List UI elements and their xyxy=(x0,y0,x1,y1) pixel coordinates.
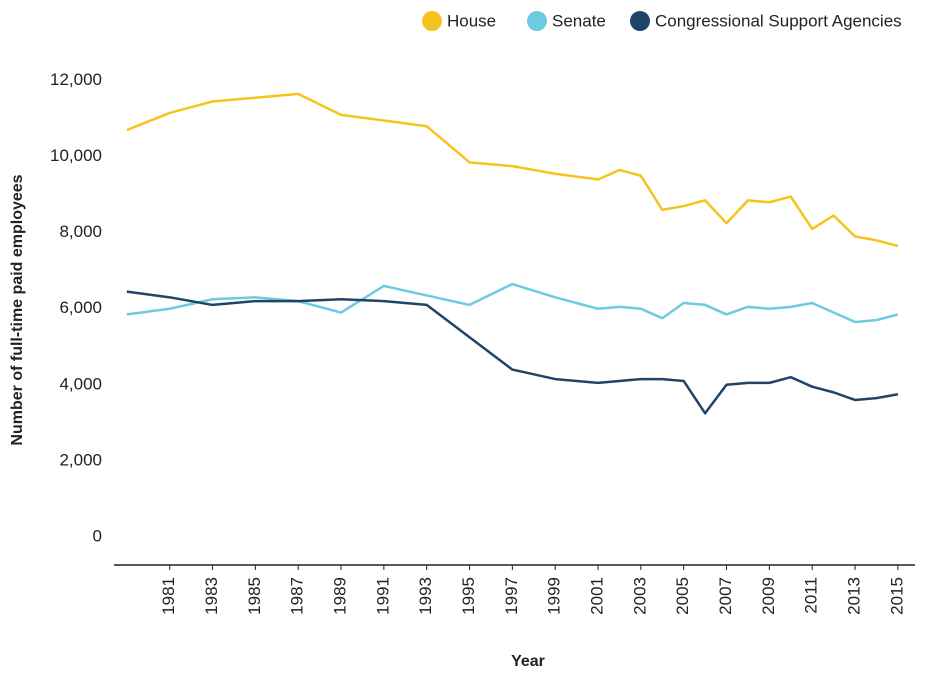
series-line xyxy=(126,282,899,324)
y-tick-label: 8,000 xyxy=(59,222,102,241)
x-tick-label: 1987 xyxy=(288,577,307,615)
x-tick-label: 1983 xyxy=(202,577,221,615)
x-tick-label: 1981 xyxy=(159,577,178,615)
x-tick-label: 2011 xyxy=(802,577,821,614)
x-tick-label: 1989 xyxy=(331,577,350,615)
x-tick-label: 2005 xyxy=(673,577,692,615)
legend-label: House xyxy=(447,11,496,30)
y-tick-label: 6,000 xyxy=(59,298,102,317)
y-tick-label: 12,000 xyxy=(50,70,102,89)
x-tick-label: 2001 xyxy=(588,577,607,615)
x-tick-label: 1995 xyxy=(459,577,478,615)
x-tick-label: 2009 xyxy=(759,577,778,615)
x-tick-label: 1999 xyxy=(545,577,564,615)
x-tick-label: 2003 xyxy=(630,577,649,615)
legend-label: Senate xyxy=(552,11,606,30)
legend-label: Congressional Support Agencies xyxy=(655,11,902,30)
x-tick-label: 1985 xyxy=(245,577,264,615)
x-tick-label: 2007 xyxy=(716,577,735,615)
y-axis-label: Number of full-time paid employees xyxy=(9,174,26,445)
series-line xyxy=(126,92,899,248)
y-tick-label: 0 xyxy=(93,526,102,545)
x-tick-label: 1997 xyxy=(502,577,521,615)
x-tick-label: 2013 xyxy=(845,577,864,615)
x-tick-label: 1993 xyxy=(416,577,435,615)
legend-swatch xyxy=(527,11,547,31)
x-tick-label: 1991 xyxy=(373,577,392,615)
series-line xyxy=(126,290,899,415)
x-tick-label: 2015 xyxy=(887,577,906,615)
legend-swatch xyxy=(422,11,442,31)
y-tick-label: 10,000 xyxy=(50,146,102,165)
y-tick-label: 2,000 xyxy=(59,450,102,469)
legend-swatch xyxy=(630,11,650,31)
x-axis-label: Year xyxy=(511,653,545,670)
y-tick-label: 4,000 xyxy=(59,374,102,393)
